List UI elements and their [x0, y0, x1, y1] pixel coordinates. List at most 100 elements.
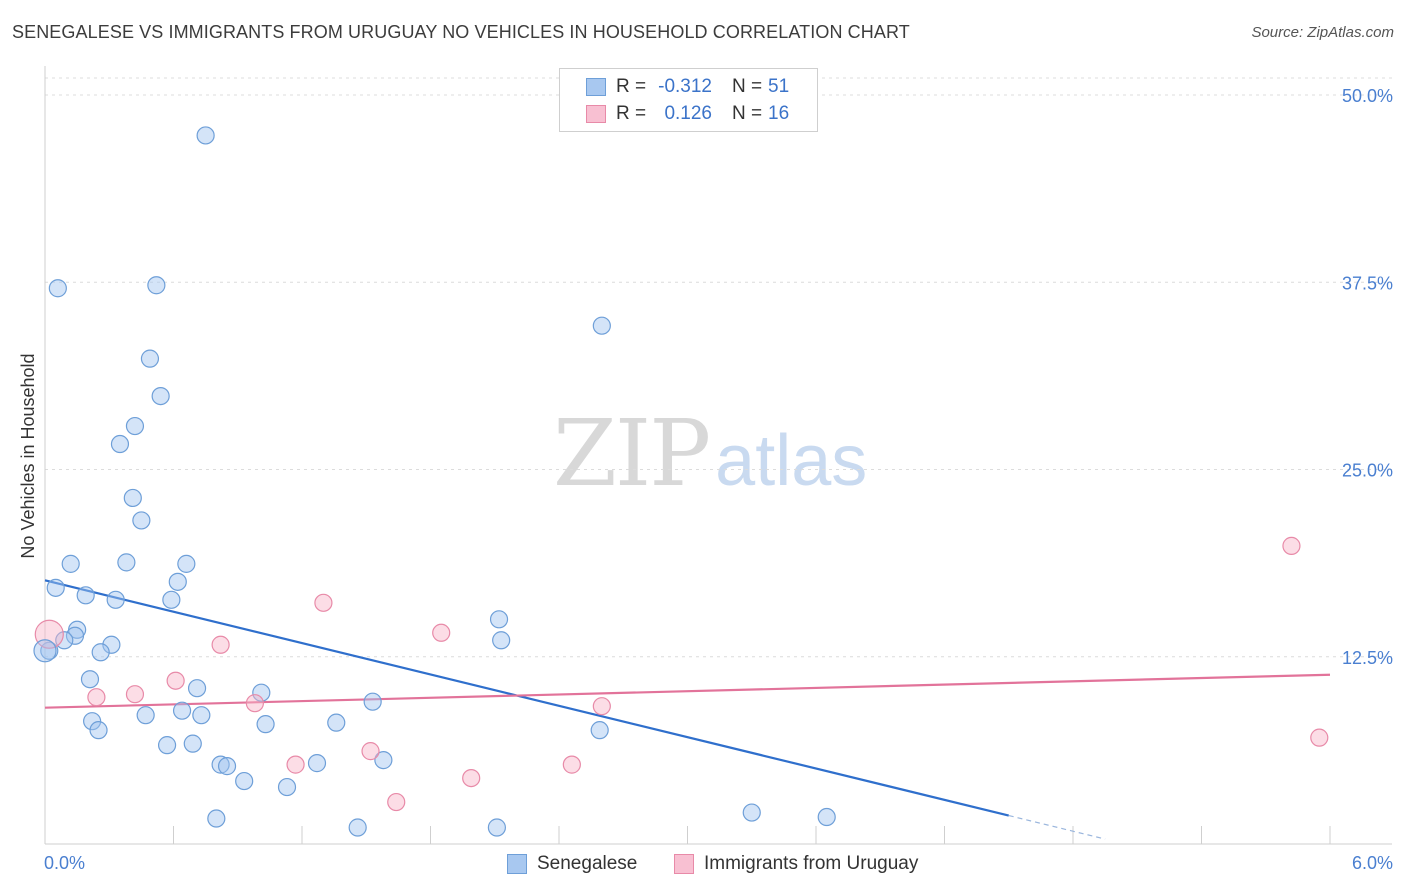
- trendline-senegalese: [44, 579, 1010, 817]
- legend-n-label: N =: [732, 103, 763, 124]
- point-uruguay: [34, 619, 64, 649]
- point-senegalese: [192, 706, 211, 725]
- point-senegalese: [348, 818, 367, 837]
- legend-r-label: R =: [616, 103, 647, 124]
- point-senegalese: [277, 777, 297, 797]
- legend-box: R = -0.312 N = 51 R = 0.126 N = 16: [559, 68, 818, 132]
- point-senegalese: [33, 639, 57, 663]
- point-senegalese: [40, 641, 59, 660]
- y-axis-label: No Vehicles in Household: [18, 353, 38, 558]
- point-senegalese: [487, 818, 506, 837]
- point-senegalese: [125, 416, 145, 436]
- legend-r-label: R =: [616, 76, 647, 97]
- point-senegalese: [136, 706, 155, 725]
- y-tick-label: 12.5%: [1342, 648, 1393, 668]
- point-senegalese: [106, 590, 125, 609]
- legend-n-label: N =: [732, 76, 763, 97]
- point-senegalese: [65, 626, 85, 645]
- point-uruguay: [1310, 728, 1329, 747]
- point-senegalese: [140, 349, 160, 368]
- point-senegalese: [592, 316, 611, 335]
- point-senegalese: [110, 434, 130, 454]
- point-senegalese: [61, 554, 80, 573]
- trendline-uruguay: [44, 673, 1331, 709]
- points-layer: [33, 126, 1329, 837]
- point-senegalese: [742, 803, 761, 822]
- point-senegalese: [217, 757, 237, 776]
- point-uruguay: [361, 742, 380, 761]
- point-senegalese: [168, 572, 187, 591]
- point-senegalese: [235, 771, 254, 791]
- point-senegalese: [48, 279, 67, 298]
- point-senegalese: [252, 683, 271, 702]
- point-senegalese: [207, 809, 226, 828]
- bottom-legend-label-uruguay: Immigrants from Uruguay: [704, 853, 919, 874]
- legend-swatch-senegalese: [586, 78, 606, 96]
- point-senegalese: [172, 701, 192, 720]
- point-senegalese: [590, 721, 609, 740]
- point-senegalese: [157, 736, 177, 755]
- point-senegalese: [183, 734, 202, 753]
- legend-r-value: -0.312: [658, 76, 712, 97]
- bottom-legend-label-senegalese: Senegalese: [537, 853, 638, 874]
- point-senegalese: [363, 692, 382, 711]
- legend-row-uruguay: R = 0.126 N = 16: [586, 102, 789, 126]
- point-senegalese: [162, 590, 181, 609]
- point-senegalese: [91, 643, 110, 662]
- point-senegalese: [89, 721, 108, 740]
- point-senegalese: [177, 554, 196, 573]
- point-senegalese: [117, 553, 136, 572]
- point-senegalese: [83, 712, 102, 731]
- point-senegalese: [307, 754, 327, 773]
- point-senegalese: [151, 386, 170, 406]
- point-uruguay: [562, 755, 581, 774]
- point-uruguay: [211, 635, 230, 654]
- point-uruguay: [432, 623, 451, 642]
- legend-n-value: 51: [768, 76, 790, 97]
- point-senegalese: [80, 670, 100, 689]
- point-uruguay: [125, 685, 145, 704]
- point-senegalese: [123, 488, 142, 508]
- bottom-legend-senegalese[interactable]: Senegalese: [507, 852, 637, 876]
- x-tick-label: 0.0%: [44, 853, 85, 873]
- point-senegalese: [374, 751, 393, 770]
- point-uruguay: [1282, 536, 1301, 555]
- label-layer: 12.5% 25.0% 37.5% 50.0% 0.0% 6.0% No Vehicles …: [18, 86, 1393, 873]
- legend-r-value: 0.126: [664, 103, 712, 124]
- point-senegalese: [489, 610, 509, 629]
- legend-swatch-uruguay: [586, 105, 606, 123]
- point-senegalese: [147, 276, 166, 295]
- point-uruguay: [245, 694, 264, 713]
- point-senegalese: [46, 578, 65, 597]
- y-tick-label: 25.0%: [1342, 461, 1393, 481]
- point-senegalese: [187, 679, 207, 698]
- point-uruguay: [462, 768, 481, 788]
- trend-layer: [44, 579, 1331, 840]
- point-uruguay: [314, 593, 333, 612]
- point-senegalese: [327, 713, 346, 732]
- point-uruguay: [87, 688, 106, 707]
- chart-title: SENEGALESE VS IMMIGRANTS FROM URUGUAY NO…: [12, 22, 910, 42]
- chart-source: Source: ZipAtlas.com: [1251, 24, 1394, 41]
- point-uruguay: [387, 792, 406, 812]
- trendline-senegalese-extension: [1008, 814, 1106, 840]
- point-uruguay: [592, 697, 611, 716]
- x-tick-label: 6.0%: [1352, 853, 1393, 873]
- point-senegalese: [817, 807, 836, 827]
- point-senegalese: [132, 511, 151, 530]
- point-senegalese: [76, 586, 95, 605]
- point-senegalese: [102, 635, 121, 654]
- legend-row-senegalese: R = -0.312 N = 51: [586, 75, 789, 99]
- point-senegalese: [211, 755, 230, 774]
- y-tick-label: 37.5%: [1342, 273, 1393, 293]
- bottom-legend-uruguay[interactable]: Immigrants from Uruguay: [674, 852, 918, 876]
- point-senegalese: [55, 631, 74, 650]
- legend-n-value: 16: [768, 103, 790, 124]
- point-senegalese: [492, 631, 511, 650]
- grid-layer: [45, 77, 1392, 658]
- bottom-legend-swatch-uruguay: [674, 854, 694, 874]
- point-senegalese: [196, 126, 215, 145]
- point-uruguay: [166, 671, 185, 690]
- y-tick-label: 50.0%: [1342, 86, 1393, 106]
